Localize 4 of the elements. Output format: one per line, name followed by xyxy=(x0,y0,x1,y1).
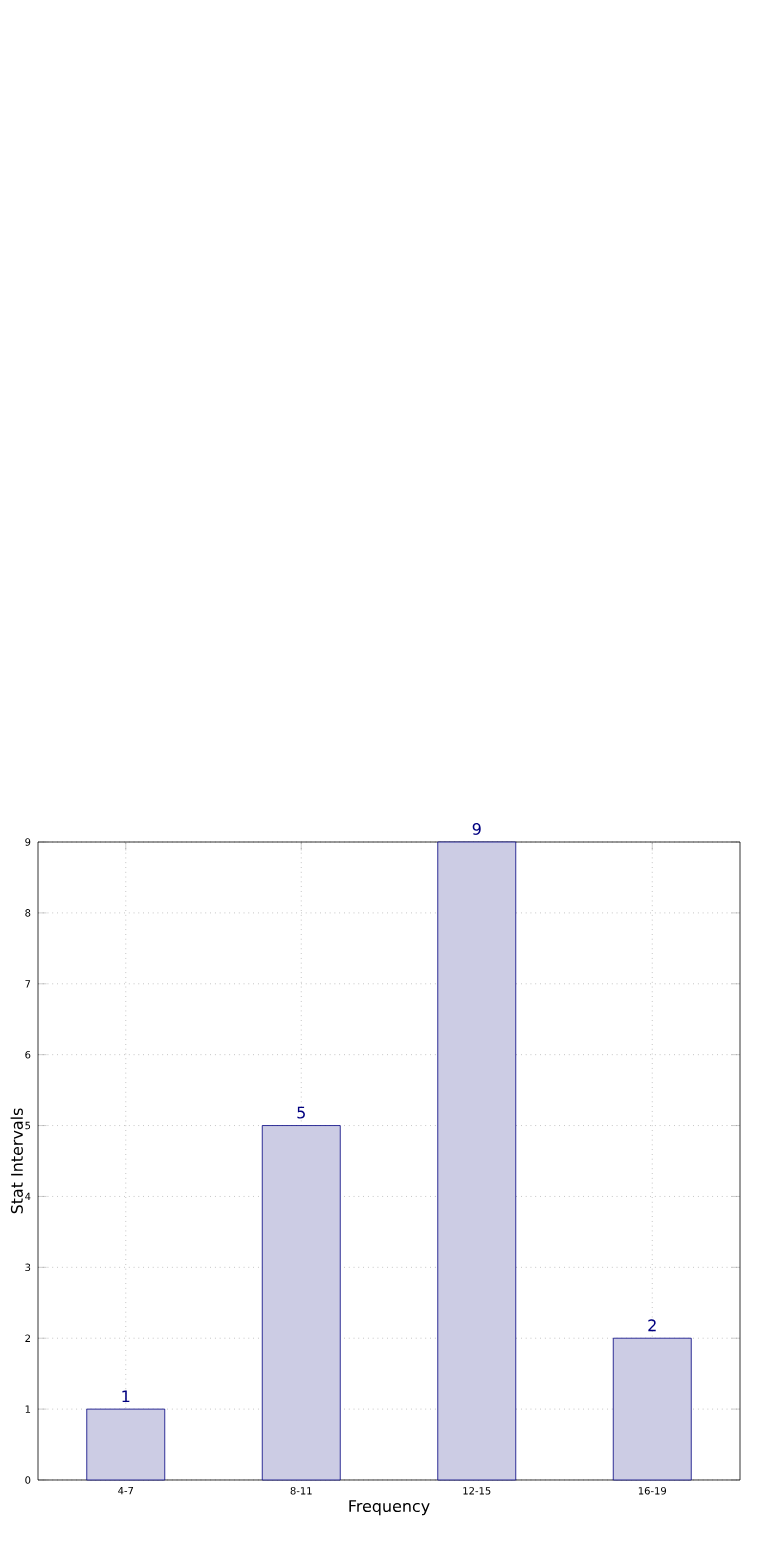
bar xyxy=(437,841,517,1481)
bar xyxy=(261,1125,341,1481)
bar xyxy=(86,1408,166,1481)
bar xyxy=(612,1337,692,1481)
